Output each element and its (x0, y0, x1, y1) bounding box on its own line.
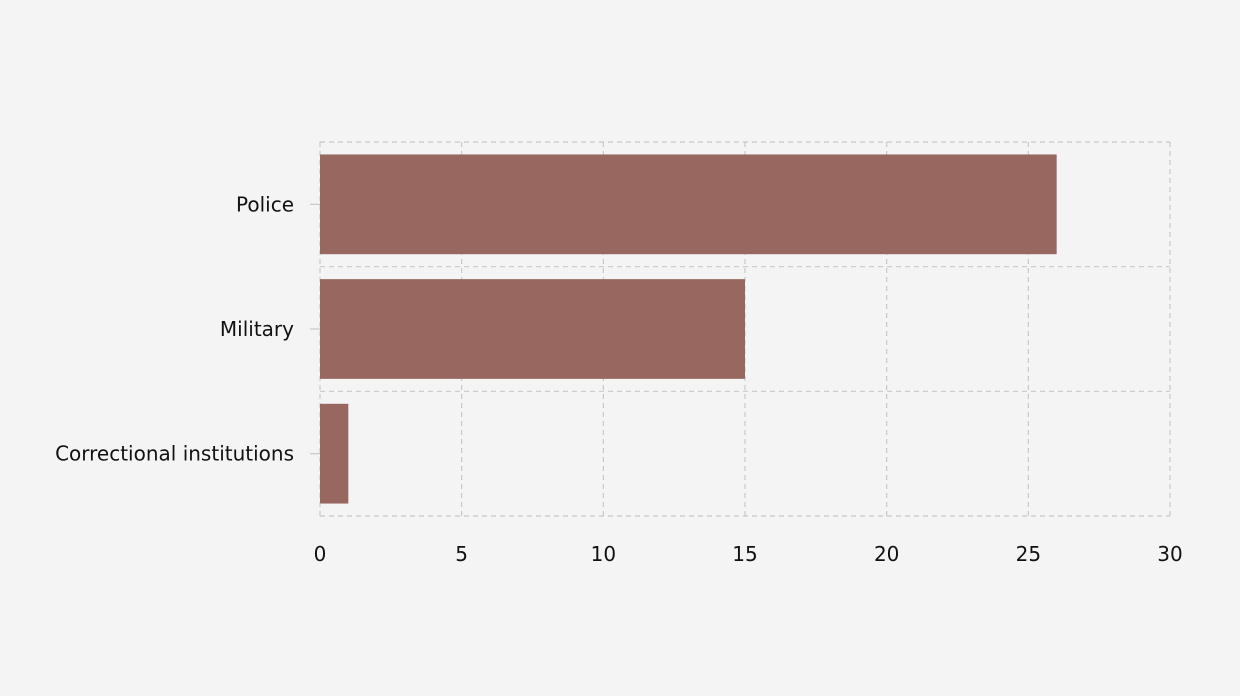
bar (320, 154, 1057, 255)
x-tick-label: 10 (591, 542, 616, 566)
bar (320, 279, 745, 379)
grid (319, 141, 1171, 517)
x-tick-label: 30 (1157, 542, 1182, 566)
y-tick-label: Police (236, 192, 294, 216)
bars (320, 154, 1057, 504)
y-tick-label: Correctional institutions (55, 442, 294, 466)
bar (320, 403, 349, 504)
tick-labels: Police Military Correctional institutions 0… (55, 192, 1183, 566)
axes (310, 203, 320, 455)
x-tick-label: 0 (314, 542, 327, 566)
x-tick-label: 20 (874, 542, 899, 566)
x-tick-label: 5 (455, 542, 468, 566)
x-tick-label: 25 (1016, 542, 1041, 566)
x-tick-label: 15 (732, 542, 757, 566)
y-tick-label: Military (220, 317, 294, 341)
